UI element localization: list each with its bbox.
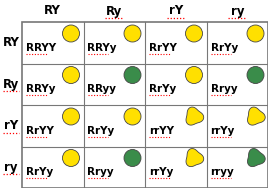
Text: RrYy: RrYy [26,167,53,177]
Text: rryy: rryy [210,167,234,177]
Polygon shape [186,149,204,167]
Polygon shape [186,107,204,125]
Text: ry: ry [4,161,18,174]
Text: Ry: Ry [3,78,19,91]
Text: RrYy: RrYy [87,126,115,136]
Circle shape [124,149,141,167]
Text: RY: RY [3,36,20,49]
Text: RrYY: RrYY [149,43,177,53]
Polygon shape [248,149,265,167]
Circle shape [247,67,264,83]
Circle shape [62,149,80,167]
Text: RrYy: RrYy [210,43,238,53]
Circle shape [124,67,141,83]
Text: RRYY: RRYY [26,43,56,53]
Text: RrYy: RrYy [149,84,176,94]
Circle shape [62,67,80,83]
Circle shape [124,108,141,125]
Circle shape [247,25,264,42]
Text: RRYy: RRYy [26,84,55,94]
Text: RY: RY [44,5,61,17]
Text: Rryy: Rryy [210,84,237,94]
Text: rrYy: rrYy [210,126,235,136]
Circle shape [185,67,203,83]
Text: RRYy: RRYy [87,43,117,53]
Text: Ry: Ry [106,5,122,17]
Text: rY: rY [169,5,183,17]
Text: RRyy: RRyy [87,84,117,94]
Circle shape [124,25,141,42]
Text: Rryy: Rryy [87,167,114,177]
Text: RrYY: RrYY [26,126,54,136]
Circle shape [62,108,80,125]
Polygon shape [248,107,265,125]
Circle shape [185,25,203,42]
Text: ry: ry [230,5,244,17]
Text: rY: rY [4,119,18,132]
Circle shape [62,25,80,42]
Text: rrYY: rrYY [149,126,174,136]
Text: rrYy: rrYy [149,167,173,177]
